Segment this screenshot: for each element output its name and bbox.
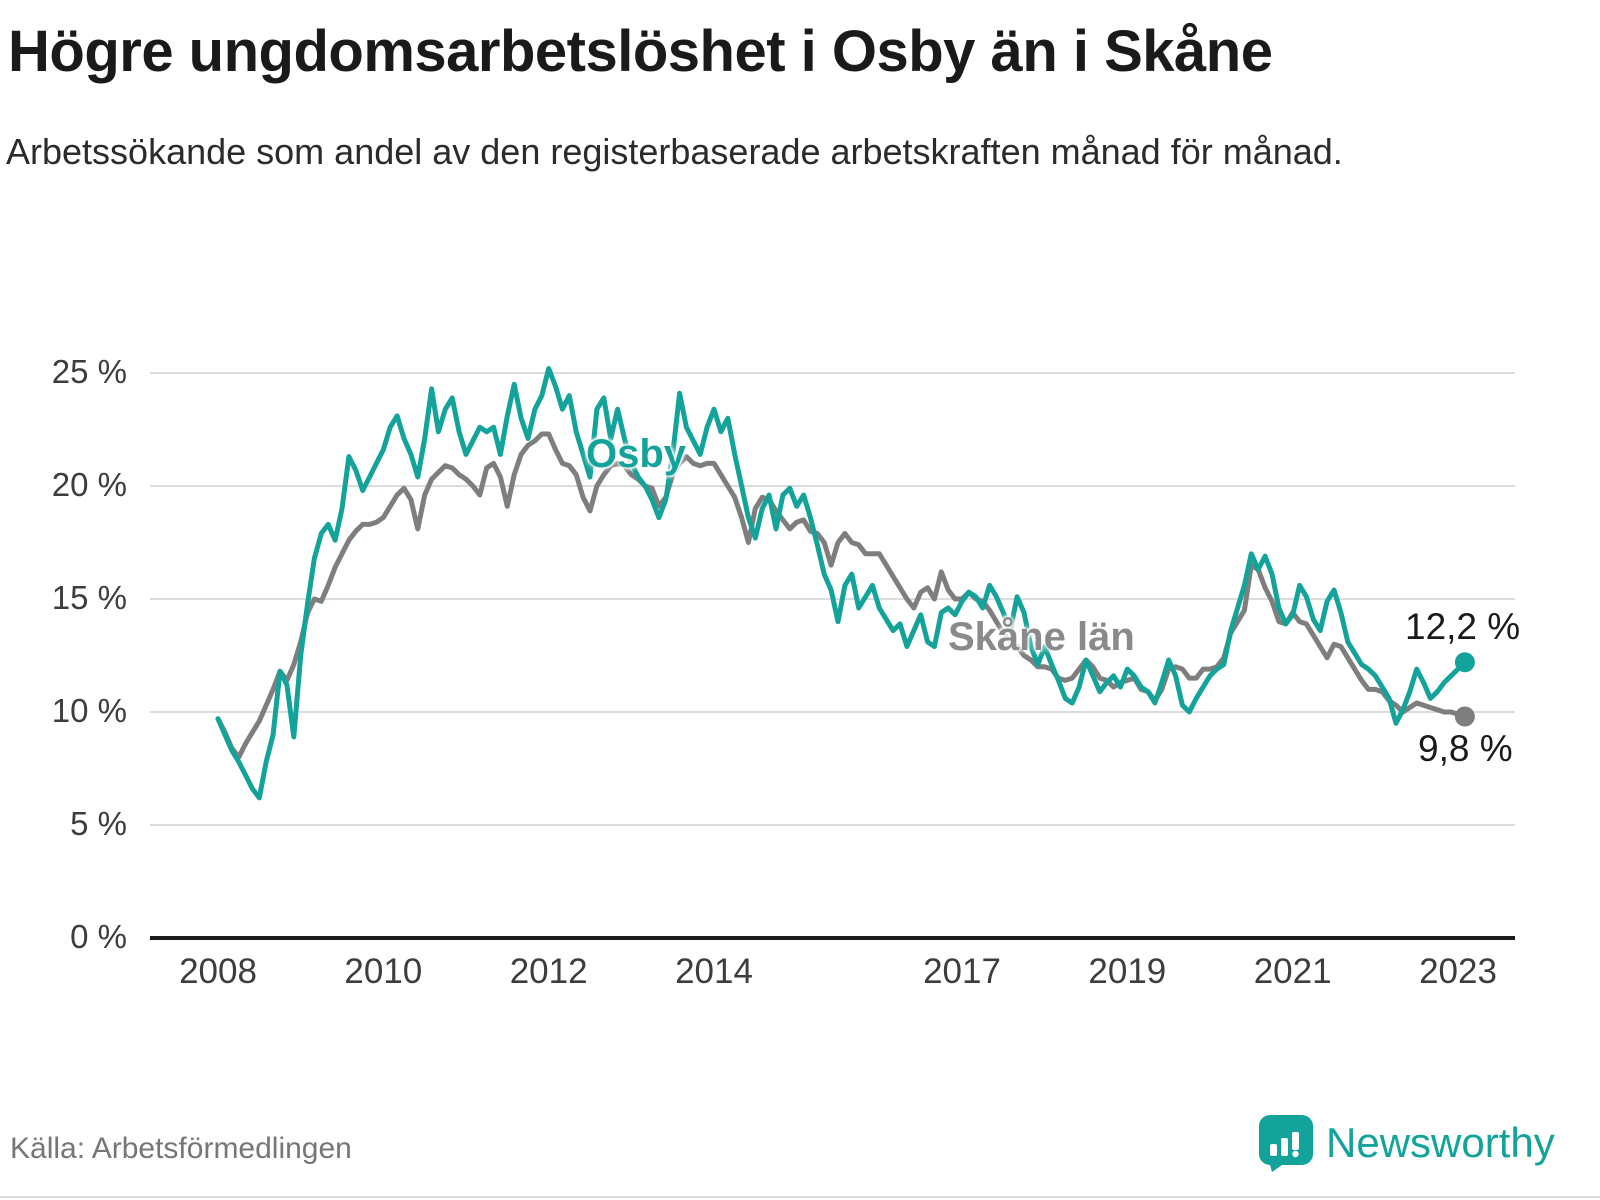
newsworthy-brand: Newsworthy xyxy=(1258,1114,1555,1172)
newsworthy-logo-icon xyxy=(1259,1115,1313,1172)
skane-series-label: Skåne län xyxy=(948,615,1135,659)
y-tick-label: 15 % xyxy=(51,579,127,616)
x-tick-label: 2012 xyxy=(509,952,588,991)
osby-end-value-label: 12,2 % xyxy=(1405,606,1521,647)
series-end-dot-skane xyxy=(1454,706,1475,727)
series-line-osby xyxy=(215,366,1468,801)
x-tick-label: 2010 xyxy=(344,952,423,991)
x-tick-label: 2023 xyxy=(1419,952,1497,991)
y-tick-label: 5 % xyxy=(70,805,127,842)
y-tick-label: 10 % xyxy=(51,692,127,729)
x-tick-label: 2021 xyxy=(1253,952,1332,991)
y-tick-label: 20 % xyxy=(51,466,127,503)
x-tick-label: 2008 xyxy=(179,952,257,991)
skane-end-value-label: 9,8 % xyxy=(1418,728,1513,769)
y-tick-label: 0 % xyxy=(70,918,127,955)
x-tick-label: 2017 xyxy=(923,952,1001,991)
x-tick-label: 2014 xyxy=(675,952,753,991)
page-title: Högre ungdomsarbetslöshet i Osby än i Sk… xyxy=(8,19,1273,84)
series-end-dot-osby xyxy=(1454,652,1475,673)
osby-series-label: Osby xyxy=(586,432,687,476)
y-tick-label: 25 % xyxy=(51,353,127,390)
page-subtitle: Arbetssökande som andel av den registerb… xyxy=(6,131,1343,172)
x-tick-label: 2019 xyxy=(1088,952,1167,991)
newsworthy-brand-name: Newsworthy xyxy=(1326,1119,1555,1166)
bottom-divider xyxy=(0,1196,1600,1198)
source-credit: Källa: Arbetsförmedlingen xyxy=(10,1132,352,1165)
